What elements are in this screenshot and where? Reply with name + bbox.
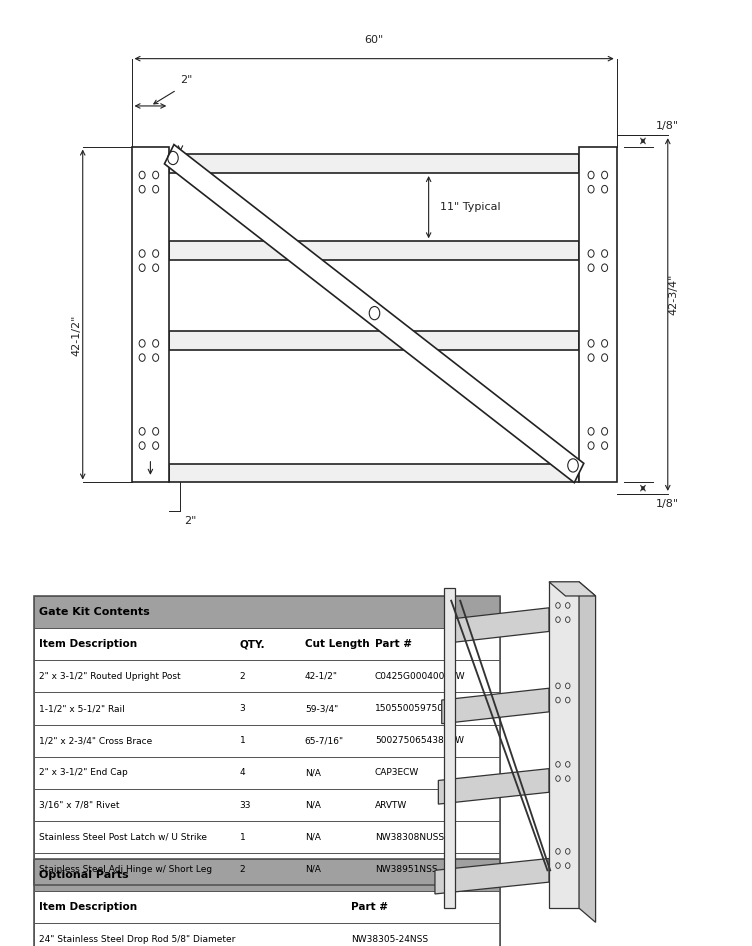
Polygon shape [34,853,500,885]
Polygon shape [34,923,500,946]
Text: 60": 60" [365,35,384,45]
Polygon shape [579,147,617,482]
Polygon shape [34,859,500,891]
Text: 59-3/4": 59-3/4" [305,704,338,713]
Text: 1-1/2" x 5-1/2" Rail: 1-1/2" x 5-1/2" Rail [39,704,125,713]
Text: 24" Stainless Steel Drop Rod 5/8" Diameter: 24" Stainless Steel Drop Rod 5/8" Diamet… [39,935,235,944]
Text: ARVTW: ARVTW [374,800,407,810]
Polygon shape [165,145,584,482]
Polygon shape [579,582,596,922]
Text: 2" x 3-1/2" End Cap: 2" x 3-1/2" End Cap [39,768,128,778]
Text: 1: 1 [240,736,245,745]
Text: 33: 33 [240,800,251,810]
Text: 1/8": 1/8" [656,120,679,131]
Text: Part #: Part # [374,639,412,649]
Polygon shape [445,608,549,643]
Text: NW38305-24NSS: NW38305-24NSS [351,935,429,944]
Polygon shape [34,891,500,923]
Polygon shape [444,588,455,908]
Text: 1/8": 1/8" [656,499,679,509]
Text: 3: 3 [240,704,245,713]
Text: CAP3ECW: CAP3ECW [374,768,419,778]
Text: 4: 4 [240,768,245,778]
Polygon shape [549,582,579,908]
Polygon shape [34,725,500,757]
Text: Part #: Part # [351,902,389,912]
Text: N/A: N/A [305,800,321,810]
Text: 500275065438SEW: 500275065438SEW [374,736,464,745]
Text: Item Description: Item Description [39,639,137,649]
Text: Optional Parts: Optional Parts [39,870,129,880]
Text: N/A: N/A [305,768,321,778]
Text: Stainless Steel Post Latch w/ U Strike: Stainless Steel Post Latch w/ U Strike [39,832,207,842]
Polygon shape [438,768,549,804]
Text: QTY.: QTY. [240,639,265,649]
Text: 2": 2" [180,75,193,85]
Text: Cut Length: Cut Length [305,639,369,649]
Text: 3/16" x 7/8" Rivet: 3/16" x 7/8" Rivet [39,800,120,810]
Text: C0425G0004000EW: C0425G0004000EW [374,672,465,681]
Text: NW38308NUSS: NW38308NUSS [374,832,444,842]
Polygon shape [34,628,500,660]
Polygon shape [132,147,169,482]
Text: N/A: N/A [305,832,321,842]
Text: 2: 2 [240,672,245,681]
Text: 1/2" x 2-3/4" Cross Brace: 1/2" x 2-3/4" Cross Brace [39,736,153,745]
Polygon shape [169,331,579,350]
Polygon shape [169,154,579,173]
Text: 150550059750SEW: 150550059750SEW [374,704,464,713]
Text: 42-1/2": 42-1/2" [305,672,338,681]
Text: 2": 2" [184,516,196,526]
Text: Gate Kit Contents: Gate Kit Contents [39,607,150,617]
Text: 2" x 3-1/2" Routed Upright Post: 2" x 3-1/2" Routed Upright Post [39,672,180,681]
Text: Stainless Steel Adj Hinge w/ Short Leg: Stainless Steel Adj Hinge w/ Short Leg [39,865,212,874]
Text: 1: 1 [240,832,245,842]
Polygon shape [34,789,500,821]
Polygon shape [441,689,549,724]
Polygon shape [34,692,500,725]
Text: 42-3/4": 42-3/4" [669,273,679,314]
Polygon shape [34,821,500,853]
Polygon shape [549,582,596,596]
Text: Item Description: Item Description [39,902,137,912]
Polygon shape [34,757,500,789]
Text: NW38951NSS: NW38951NSS [374,865,438,874]
Text: 65-7/16": 65-7/16" [305,736,344,745]
Polygon shape [34,596,500,628]
Polygon shape [169,241,579,260]
Text: 11" Typical: 11" Typical [440,202,501,212]
Text: N/A: N/A [305,865,321,874]
Polygon shape [435,859,549,894]
Polygon shape [34,660,500,692]
Text: 42-1/2": 42-1/2" [71,314,82,356]
Polygon shape [169,464,579,482]
Text: 2: 2 [240,865,245,874]
